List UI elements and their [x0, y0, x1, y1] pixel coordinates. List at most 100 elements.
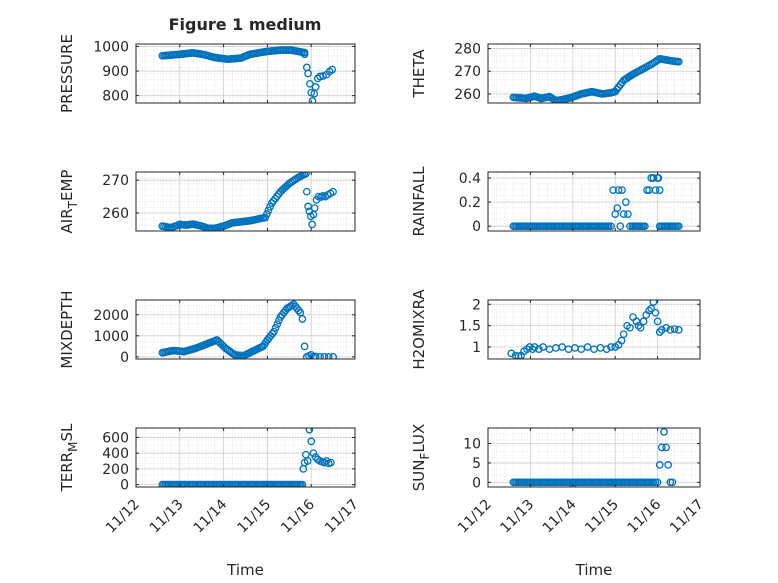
data-point	[271, 324, 280, 332]
y-axis-label-part: MIXDEPTH	[58, 290, 76, 368]
y-tick-label: 800	[102, 89, 129, 105]
data-point	[311, 83, 320, 91]
y-axis-label: RAINFALL	[410, 166, 428, 237]
data-point	[614, 186, 623, 194]
y-tick-label: 600	[102, 430, 129, 446]
y-tick-label: 10	[463, 437, 481, 453]
y-tick-label: 0.2	[459, 195, 481, 211]
data-point	[266, 202, 274, 211]
x-tick-label: 11/16	[625, 496, 665, 536]
panel-pressure: 800 900 1000 PRESSURE	[58, 34, 356, 113]
data-point	[304, 69, 312, 78]
x-tick-label: 11/17	[667, 497, 707, 537]
data-point	[308, 97, 317, 103]
data-point	[319, 72, 327, 80]
y-axis-label: SUNFLUX	[410, 424, 432, 492]
data-point	[311, 453, 320, 461]
y-tick-label: 200	[102, 462, 129, 478]
x-tick-label: 11/13	[147, 497, 187, 537]
data-point	[568, 480, 577, 487]
data-point	[674, 326, 683, 334]
data-point	[619, 210, 628, 218]
data-point	[654, 174, 663, 182]
y-tick-label: 0	[472, 475, 481, 491]
data-point	[305, 428, 314, 434]
x-tick-label: 11/14	[191, 496, 231, 536]
data-point	[662, 323, 670, 332]
data-point	[302, 172, 310, 178]
y-axis-label: H2OMIXRA	[410, 289, 428, 370]
data-point	[539, 343, 547, 351]
data-point	[626, 323, 634, 332]
data-point	[298, 172, 307, 180]
panel-sun-flux: 0 5 10 11/12 11/13 11/14 11/15 11/16 11/17 SUNFLU…	[410, 424, 707, 579]
data-point	[624, 210, 632, 218]
series-group	[158, 172, 337, 231]
axes-box	[487, 171, 701, 232]
data-point	[309, 449, 318, 458]
y-tick-label: 0	[120, 350, 129, 366]
y-tick-label: 1000	[93, 329, 129, 345]
data-point	[655, 186, 664, 194]
y-axis-label-part: M	[66, 442, 80, 452]
x-tick-label: 11/13	[497, 497, 537, 537]
data-point	[310, 204, 319, 212]
x-tick-label: 11/14	[540, 496, 580, 536]
x-tick-label: 11/15	[582, 497, 622, 537]
data-point	[649, 300, 658, 306]
y-axis-label-part: T	[66, 200, 80, 209]
data-point	[316, 353, 324, 359]
panel-h2omixra: 1 1.5 2 H2OMIXRA	[410, 289, 701, 370]
y-tick-label: 1	[472, 340, 481, 356]
y-tick-label: 0.4	[459, 171, 481, 187]
x-tick-label: 11/15	[234, 497, 274, 537]
data-point	[320, 353, 329, 359]
data-point	[639, 317, 648, 326]
series-group	[158, 300, 337, 359]
data-point	[328, 65, 337, 74]
series-group	[158, 46, 337, 103]
data-point	[619, 330, 628, 339]
x-axis-label: Time	[575, 561, 613, 579]
y-tick-label: 280	[454, 42, 481, 58]
data-point	[674, 57, 683, 66]
data-point	[268, 329, 277, 338]
data-point	[651, 308, 660, 317]
data-point	[270, 327, 278, 336]
y-tick-label: 0	[472, 219, 481, 235]
data-point	[583, 343, 592, 351]
data-point	[649, 174, 658, 182]
x-tick-label: 11/17	[322, 497, 362, 537]
data-point	[329, 187, 337, 196]
data-point	[621, 198, 630, 206]
data-point	[263, 210, 271, 218]
data-point	[558, 343, 567, 351]
data-point	[666, 326, 675, 334]
data-point	[662, 443, 670, 452]
data-point	[602, 345, 611, 354]
y-tick-label: 1000	[93, 39, 129, 55]
data-point	[655, 328, 664, 336]
axes-box	[135, 299, 356, 360]
panel-air-temp: 260 270 AIRTEMP	[58, 170, 356, 233]
y-tick-label: 2	[472, 297, 481, 313]
y-axis-label-part: RAINFALL	[410, 166, 428, 237]
data-point	[626, 222, 634, 231]
data-point	[657, 443, 666, 452]
y-axis-label: THETA	[410, 49, 428, 99]
y-axis-label: PRESSURE	[58, 34, 76, 113]
series-group	[509, 174, 683, 231]
data-point	[300, 50, 309, 59]
data-point	[322, 457, 331, 465]
y-axis-label-part: TERR	[58, 452, 76, 493]
axes-box	[487, 299, 701, 360]
y-tick-label: 400	[102, 446, 129, 462]
figure-title: Figure 1 medium	[169, 15, 322, 34]
data-point	[618, 186, 626, 194]
axes-box	[135, 43, 356, 104]
y-axis-label: TERRMSL	[58, 423, 80, 492]
y-axis-label-part: PRESSURE	[58, 34, 76, 113]
data-point	[632, 317, 641, 326]
data-point	[302, 187, 311, 196]
